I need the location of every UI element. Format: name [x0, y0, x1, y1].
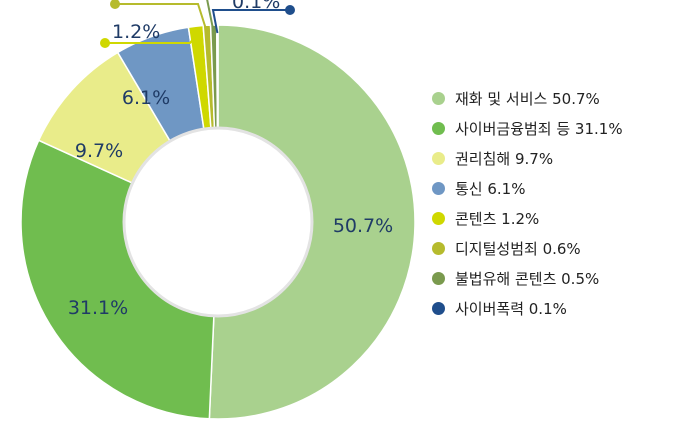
- legend-label: 권리침해 9.7%: [455, 150, 554, 168]
- leader-line-5: [105, 33, 198, 44]
- legend-item-4: 통신 6.1%: [432, 178, 682, 199]
- data-label-2: 31.1%: [68, 297, 128, 319]
- legend-label: 재화 및 서비스 50.7%: [455, 90, 600, 108]
- data-label-3: 9.7%: [75, 140, 123, 162]
- leader-dot-6: [110, 0, 120, 9]
- leader-dot-8: [285, 5, 295, 15]
- legend-swatch: [432, 122, 445, 135]
- legend-swatch: [432, 302, 445, 315]
- legend-label: 사이버금융범죄 등 31.1%: [455, 120, 623, 138]
- legend-swatch: [432, 182, 445, 195]
- legend-label: 콘텐츠 1.2%: [455, 210, 540, 228]
- data-label-8: 0.1%: [232, 0, 280, 13]
- legend-label: 불법유해 콘텐츠 0.5%: [455, 270, 600, 288]
- legend-swatch: [432, 212, 445, 225]
- legend-swatch: [432, 152, 445, 165]
- donut-hole: [122, 126, 314, 318]
- legend-label: 통신 6.1%: [455, 180, 526, 198]
- legend-item-8: 사이버폭력 0.1%: [432, 298, 682, 319]
- data-label-1: 50.7%: [333, 215, 393, 237]
- legend-label: 사이버폭력 0.1%: [455, 300, 567, 318]
- slice-8: [216, 24, 219, 129]
- legend-item-7: 불법유해 콘텐츠 0.5%: [432, 268, 682, 289]
- legend-item-3: 권리침해 9.7%: [432, 148, 682, 169]
- legend-swatch: [432, 242, 445, 255]
- legend-item-2: 사이버금융범죄 등 31.1%: [432, 118, 682, 139]
- legend: 재화 및 서비스 50.7% 사이버금융범죄 등 31.1% 권리침해 9.7% 통신…: [432, 88, 682, 328]
- data-label-4: 6.1%: [122, 87, 170, 109]
- legend-label: 디지털성범죄 0.6%: [455, 240, 581, 258]
- legend-item-1: 재화 및 서비스 50.7%: [432, 88, 682, 109]
- legend-item-6: 디지털성범죄 0.6%: [432, 238, 682, 259]
- legend-item-5: 콘텐츠 1.2%: [432, 208, 682, 229]
- legend-swatch: [432, 92, 445, 105]
- leader-line-8: [211, 9, 290, 34]
- leader-line-7: [206, 0, 215, 34]
- leader-line-6: [115, 3, 209, 34]
- legend-swatch: [432, 272, 445, 285]
- leader-dot-5: [100, 38, 110, 48]
- data-label-5: 1.2%: [112, 21, 160, 43]
